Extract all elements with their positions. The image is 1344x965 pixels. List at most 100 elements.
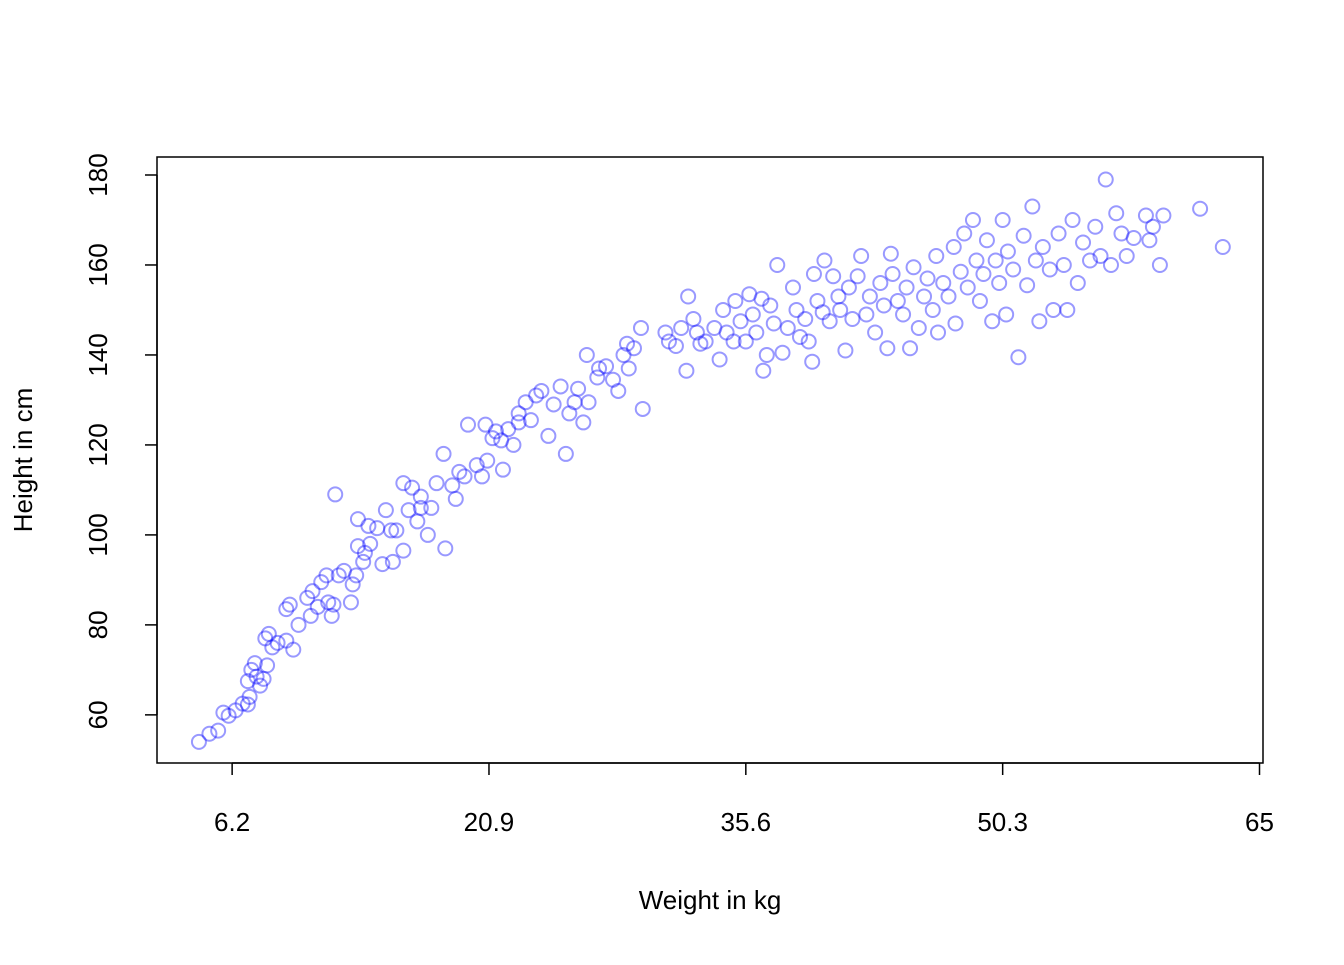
point [905, 259, 922, 276]
point [1144, 218, 1161, 235]
y-tick-label: 160 [83, 243, 113, 286]
point [1151, 256, 1168, 273]
point [578, 346, 595, 363]
point [748, 324, 765, 341]
point [832, 301, 849, 318]
point [557, 445, 574, 462]
point [566, 394, 583, 411]
point [255, 670, 272, 687]
point [342, 594, 359, 611]
point [423, 499, 440, 516]
point [830, 288, 847, 305]
point [388, 522, 405, 539]
point [758, 346, 775, 363]
point [882, 245, 899, 262]
point [444, 477, 461, 494]
point [1064, 211, 1081, 228]
x-axis-label: Weight in kg [639, 885, 782, 915]
point [924, 301, 941, 318]
point [360, 517, 377, 534]
x-tick-label: 35.6 [721, 807, 772, 837]
point [1155, 207, 1172, 224]
point [804, 353, 821, 370]
point [968, 252, 985, 269]
point [384, 553, 401, 570]
point [493, 432, 510, 449]
point [362, 535, 379, 552]
point [791, 328, 808, 345]
point [591, 360, 608, 377]
point [737, 333, 754, 350]
point [692, 335, 709, 352]
point [688, 324, 705, 341]
point [290, 616, 307, 633]
point [619, 335, 636, 352]
plot-frame [156, 156, 1264, 764]
x-tick-label: 6.2 [214, 807, 250, 837]
point [706, 319, 723, 336]
point [861, 288, 878, 305]
point [779, 319, 796, 336]
point [318, 567, 335, 584]
point [930, 324, 947, 341]
point [580, 394, 597, 411]
y-axis-label: Height in cm [8, 388, 38, 533]
point [477, 416, 494, 433]
point [1192, 200, 1209, 217]
point [1041, 261, 1058, 278]
point [867, 324, 884, 341]
point [570, 380, 587, 397]
point [800, 333, 817, 350]
point [844, 310, 861, 327]
point [858, 306, 875, 323]
point [505, 436, 522, 453]
point [323, 607, 340, 624]
point [517, 394, 534, 411]
point [190, 733, 207, 750]
point [1024, 198, 1041, 215]
point [755, 362, 772, 379]
point [234, 695, 251, 712]
point [910, 319, 927, 336]
point [956, 225, 973, 242]
point [404, 479, 421, 496]
point [964, 211, 981, 228]
point [510, 405, 527, 422]
point [533, 382, 550, 399]
point [355, 553, 372, 570]
point [552, 378, 569, 395]
point [561, 405, 578, 422]
point [239, 696, 256, 713]
point [335, 562, 352, 579]
point [1075, 234, 1092, 251]
point [673, 319, 690, 336]
point [400, 502, 417, 519]
point [468, 457, 485, 474]
point [615, 346, 632, 363]
point [809, 292, 826, 309]
point [320, 594, 337, 611]
y-tick-label: 60 [83, 700, 113, 729]
point [243, 661, 260, 678]
point [395, 475, 412, 492]
point [718, 324, 735, 341]
point [1059, 301, 1076, 318]
point [625, 340, 642, 357]
point [725, 333, 742, 350]
point [1019, 277, 1036, 294]
point [715, 301, 732, 318]
point [383, 522, 400, 539]
point [309, 598, 326, 615]
point [816, 252, 833, 269]
point [998, 306, 1015, 323]
point [545, 396, 562, 413]
point [278, 632, 295, 649]
x-tick-label: 20.9 [464, 807, 515, 837]
point [1087, 218, 1104, 235]
point [769, 256, 786, 273]
point [605, 371, 622, 388]
point [369, 520, 386, 537]
point [239, 673, 256, 690]
point [540, 427, 557, 444]
point [510, 414, 527, 431]
